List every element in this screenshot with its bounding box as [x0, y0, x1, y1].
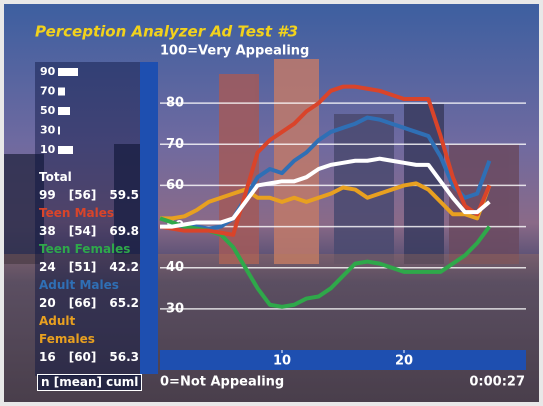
cuml-value: 42.2 [109, 258, 139, 276]
series-name: Adult Males [39, 276, 139, 294]
level-bar [58, 146, 73, 154]
y-tick-label: 70 [166, 137, 184, 152]
summary-values: 99 [56] 59.5 [39, 186, 139, 204]
series-name: Total [39, 168, 139, 186]
cuml-value: 56.3 [109, 348, 139, 366]
y-tick-label: 40 [166, 260, 184, 275]
mean-value: [54] [69, 222, 97, 240]
cuml-value: 69.8 [109, 222, 139, 240]
n-value: 24 [39, 258, 56, 276]
y-tick-label: 80 [166, 96, 184, 111]
level-bar [58, 88, 65, 96]
mean-value: [51] [69, 258, 97, 276]
mean-value: [66] [69, 294, 97, 312]
level-label: 10 [40, 143, 56, 156]
screen: Perception Analyzer Ad Test #3 100=Very … [4, 4, 539, 402]
x-axis-band [160, 350, 526, 370]
chart-title: Perception Analyzer Ad Test #3 [35, 23, 298, 41]
mean-value: [56] [69, 186, 97, 204]
mean-value: [60] [69, 348, 97, 366]
y-tick-label: 30 [166, 301, 184, 316]
summary-values: 38 [54] 69.8 [39, 222, 139, 240]
n-value: 20 [39, 294, 56, 312]
level-label: 30 [40, 124, 56, 137]
n-value: 38 [39, 222, 56, 240]
summary-values: 24 [51] 42.2 [39, 258, 139, 276]
x-tick-label: 10 [273, 354, 291, 369]
y-tick-label: 60 [166, 178, 184, 193]
page: {"chart_data": [ {"type": "line", "title… [0, 0, 543, 406]
series-name: Teen Females [39, 240, 139, 258]
level-bar [58, 68, 78, 76]
level-bar [58, 127, 60, 135]
cuml-value: 65.2 [109, 294, 139, 312]
timer: 0:00:27 [469, 375, 525, 390]
n-value: 16 [39, 348, 56, 366]
n-value: 99 [39, 186, 56, 204]
summary-values: 20 [66] 65.2 [39, 294, 139, 312]
level-bar [58, 107, 70, 115]
level-label: 90 [40, 65, 56, 78]
x-tick-label: 20 [395, 354, 413, 369]
summary-header: n [mean] cuml [37, 374, 142, 391]
level-label: 70 [40, 85, 56, 98]
y-axis-band [140, 62, 158, 374]
bottom-label: 0=Not Appealing [160, 375, 284, 390]
summary-values: 16 [60] 56.3 [39, 348, 139, 366]
level-label: 50 [40, 104, 56, 117]
series-name: Teen Males [39, 204, 139, 222]
cuml-value: 59.5 [109, 186, 139, 204]
top-label: 100=Very Appealing [160, 44, 309, 59]
series-name: Adult Females [39, 312, 99, 348]
